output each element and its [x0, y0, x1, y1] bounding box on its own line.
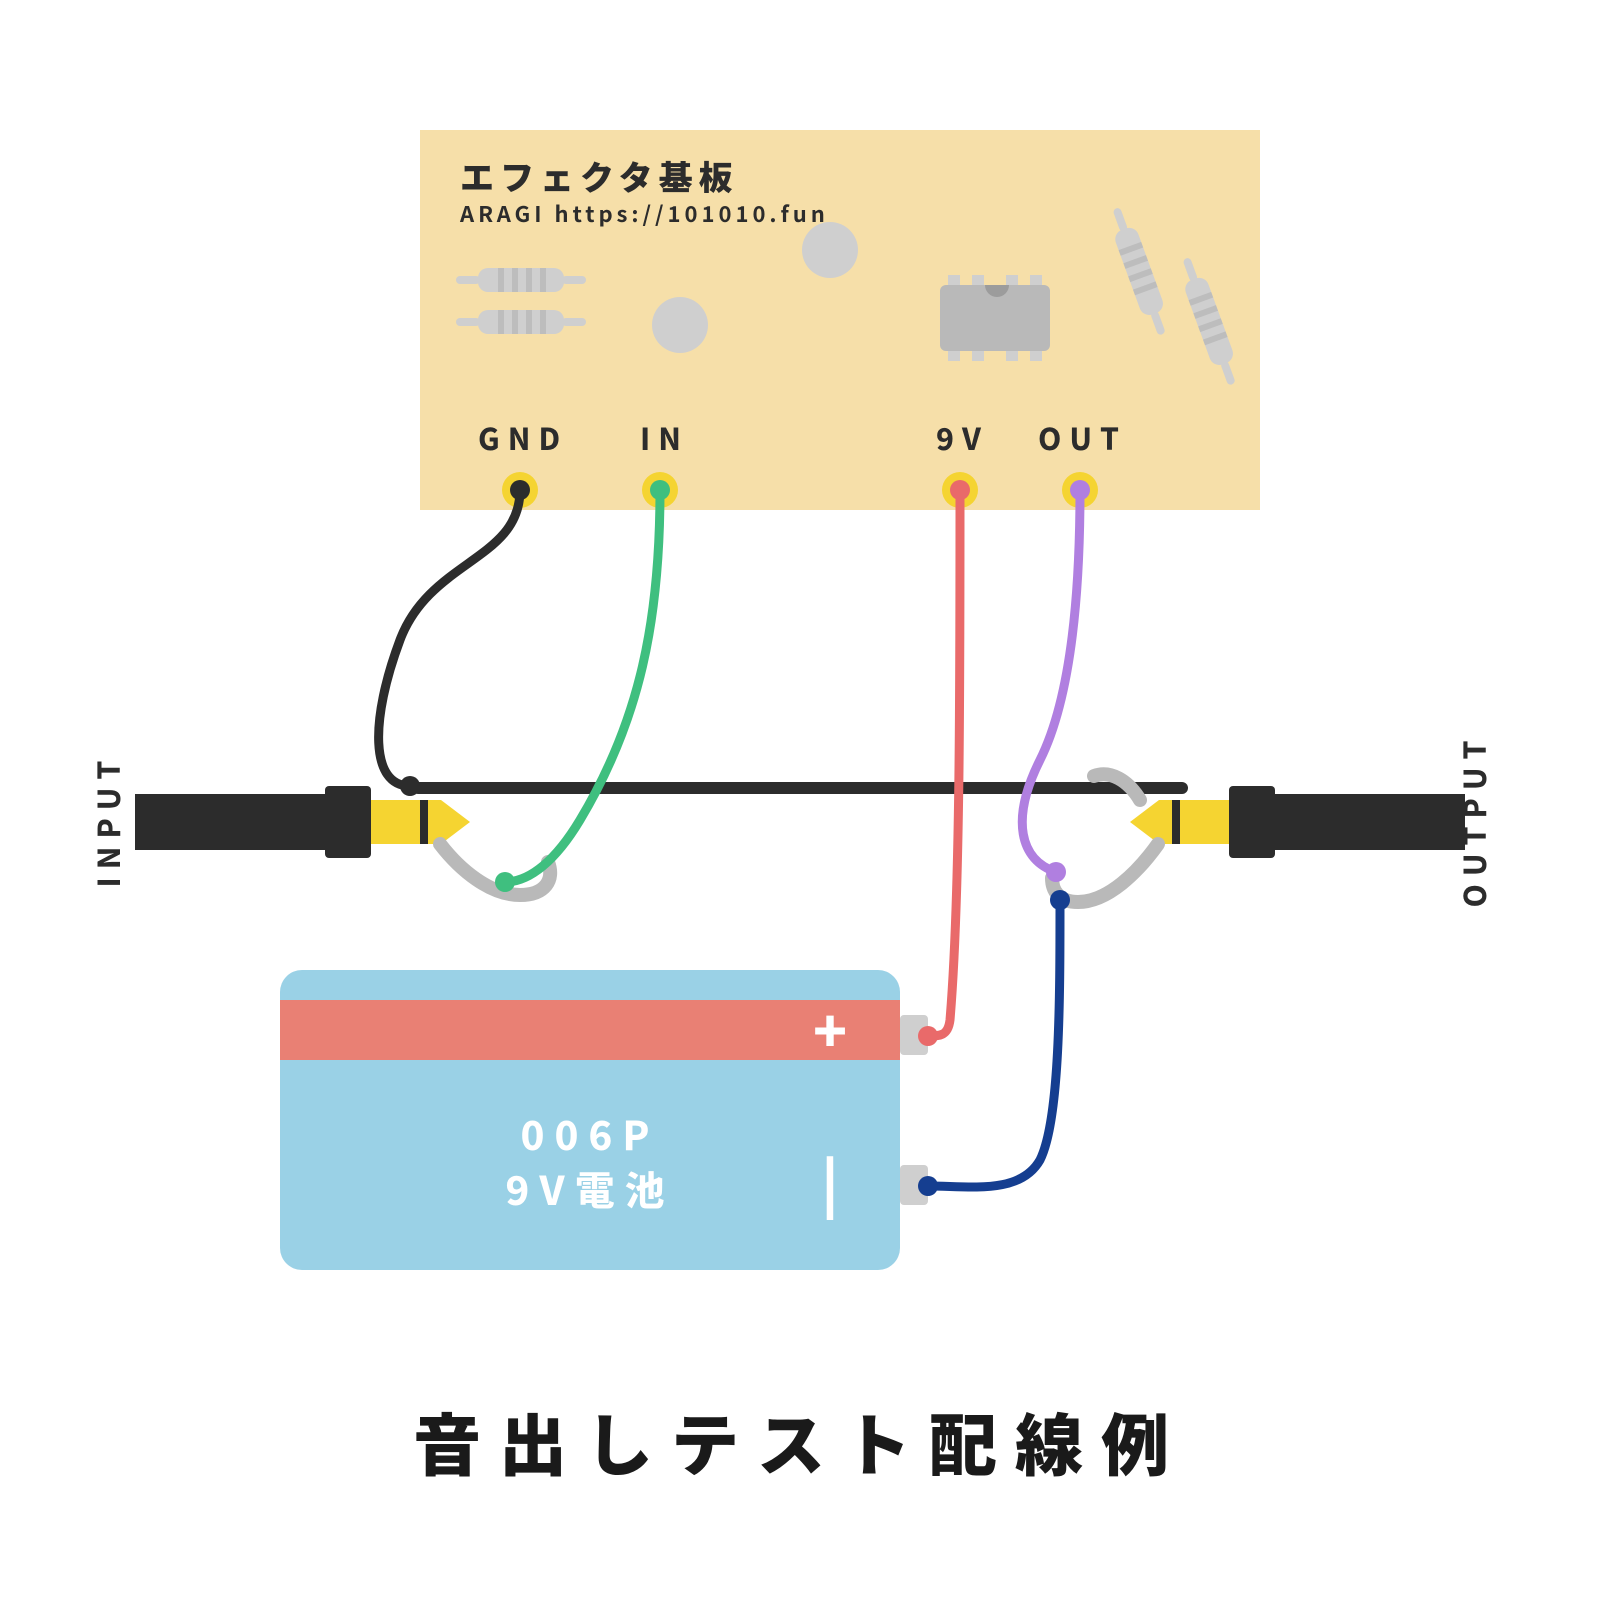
- battery-plus-sign: +: [813, 988, 847, 1069]
- wire-batt-neg: [928, 900, 1060, 1187]
- input-jack: INPUT: [85, 753, 550, 895]
- output-jack: OUTPUT: [1052, 733, 1495, 908]
- pad-label-gnd: GND: [478, 415, 568, 459]
- page-title: 音出しテスト配線例: [413, 1391, 1187, 1490]
- effector-board: エフェクタ基板 ARAGI https://101010.fun: [420, 130, 1260, 510]
- ic-chip-icon: [940, 275, 1050, 361]
- battery-text-2: 9V電池: [505, 1159, 674, 1217]
- capacitor-icon: [652, 297, 708, 353]
- wire-9v: [928, 490, 960, 1036]
- board-title: エフェクタ基板: [460, 151, 739, 200]
- pad-label-out: OUT: [1038, 415, 1127, 459]
- battery-9v: + | 006P 9V電池: [280, 970, 928, 1270]
- wire-out: [1022, 490, 1080, 872]
- wire-gnd: [379, 490, 520, 786]
- pad-label-9v: 9V: [936, 415, 989, 459]
- wire-in: [505, 490, 660, 882]
- battery-minus-sign: |: [821, 1140, 838, 1221]
- capacitor-icon: [802, 222, 858, 278]
- pad-label-in: IN: [640, 415, 689, 459]
- board-subtitle: ARAGI https://101010.fun: [459, 197, 829, 229]
- battery-text-1: 006P: [521, 1104, 660, 1162]
- input-jack-label: INPUT: [85, 753, 129, 888]
